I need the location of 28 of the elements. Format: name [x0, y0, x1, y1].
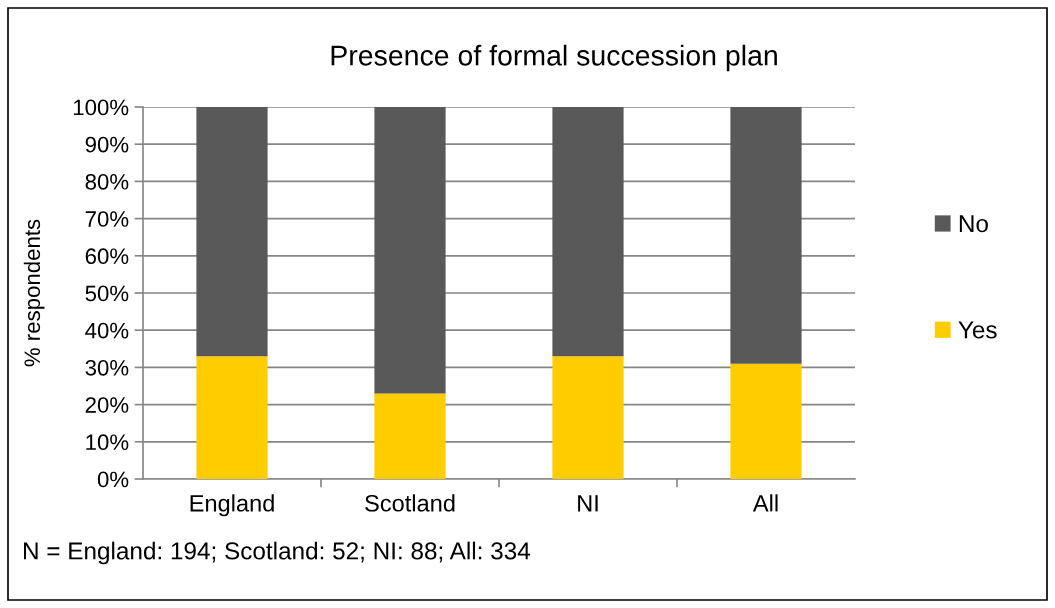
- x-tick-label: NI: [578, 495, 598, 512]
- y-tick-label: 70%: [85, 211, 129, 227]
- y-tick-label: 50%: [85, 285, 129, 302]
- x-tick-label: All: [752, 494, 778, 512]
- y-axis-title: % respondents: [23, 219, 45, 367]
- x-tick-label: Scotland: [365, 494, 455, 512]
- y-tick-label: 90%: [85, 136, 129, 153]
- y-tick-label: 20%: [85, 397, 129, 413]
- y-tick-label: 0%: [97, 471, 129, 488]
- bar: [730, 107, 802, 364]
- y-tick-label: 30%: [85, 359, 129, 376]
- y-tick-label: 40%: [85, 322, 129, 339]
- bar: [552, 107, 624, 357]
- bar: [552, 356, 624, 479]
- x-tick-label: England: [190, 494, 274, 517]
- y-tick-label: 10%: [86, 434, 129, 451]
- chart-title: Presence of formal succession plan: [331, 44, 777, 72]
- bar: [196, 107, 268, 357]
- legend-label: Yes: [958, 321, 997, 339]
- y-tick-label: 80%: [85, 173, 129, 190]
- bar: [374, 393, 446, 479]
- text: N = England: 194; Scotland: 52; NI: 88; All: 334: [23, 541, 531, 565]
- y-tick-label: 100%: [73, 99, 129, 116]
- legend-label: No: [959, 215, 988, 233]
- bar: [374, 107, 446, 394]
- bar: [196, 356, 268, 479]
- bar: [730, 363, 802, 479]
- y-tick-label: 60%: [85, 248, 129, 265]
